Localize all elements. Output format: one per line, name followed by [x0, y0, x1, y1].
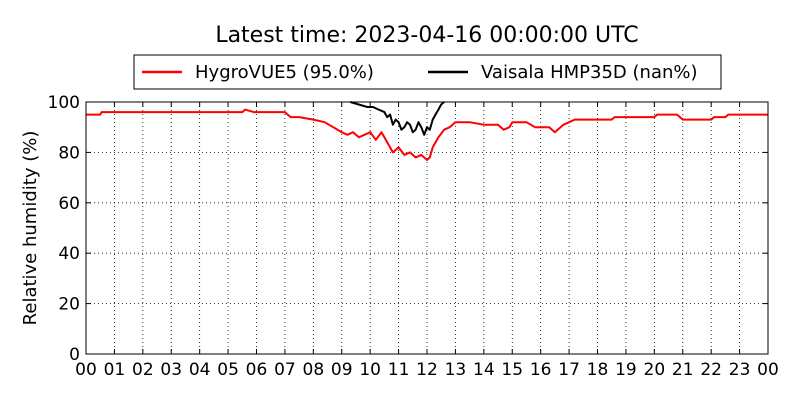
series-line-vaisala	[350, 101, 445, 136]
y-axis-label: Relative humidity (%)	[20, 131, 41, 326]
x-tick-label: 07	[274, 360, 296, 380]
legend-box	[133, 54, 722, 90]
plot-frame	[85, 101, 769, 355]
y-tick-label: 40	[58, 244, 80, 264]
x-tick-label: 15	[501, 360, 523, 380]
x-tick-label: 20	[644, 360, 666, 380]
x-tick-label: 16	[530, 360, 552, 380]
x-tick-label: 21	[672, 360, 694, 380]
y-tick-label: 60	[58, 194, 80, 214]
x-tick-label: 18	[587, 360, 609, 380]
y-tick-label: 20	[58, 295, 80, 315]
x-tick-label: 09	[331, 360, 353, 380]
y-tick-label: 0	[69, 345, 80, 365]
chart-title: Latest time: 2023-04-16 00:00:00 UTC	[215, 23, 638, 48]
x-tick-label: 01	[104, 360, 126, 380]
x-tick-label: 13	[445, 360, 467, 380]
x-tick-label: 19	[615, 360, 637, 380]
x-tick-label: 22	[700, 360, 722, 380]
x-tick-label: 00	[757, 360, 779, 380]
x-tick-label: 11	[388, 360, 410, 380]
series-layer	[86, 101, 768, 161]
ticks: 00 01 02 03 04 05 06 07 08 09 10 11 12 13 14 15 16 17 18 19…	[48, 93, 779, 380]
x-tick-label: 10	[359, 360, 381, 380]
x-tick-label: 14	[473, 360, 495, 380]
x-tick-label: 23	[729, 360, 751, 380]
x-tick-label: 00	[75, 360, 97, 380]
legend: HygroVUE5 (95.0%) Vaisala HMP35D (nan%)	[133, 54, 722, 90]
x-tick-label: 04	[189, 360, 211, 380]
y-tick-label: 80	[58, 143, 80, 163]
legend-label-hygrovue5: HygroVUE5 (95.0%)	[195, 62, 374, 83]
x-tick-label: 03	[160, 360, 182, 380]
x-tick-label: 08	[303, 360, 325, 380]
series-line-hygrovue5	[86, 108, 768, 161]
x-tick-label: 12	[416, 360, 438, 380]
x-tick-label: 06	[246, 360, 268, 380]
x-tick-label: 17	[558, 360, 580, 380]
x-tick-label: 05	[217, 360, 239, 380]
grid	[86, 102, 768, 354]
legend-label-vaisala: Vaisala HMP35D (nan%)	[481, 62, 698, 83]
x-tick-label: 02	[132, 360, 154, 380]
y-tick-label: 100	[48, 93, 80, 113]
